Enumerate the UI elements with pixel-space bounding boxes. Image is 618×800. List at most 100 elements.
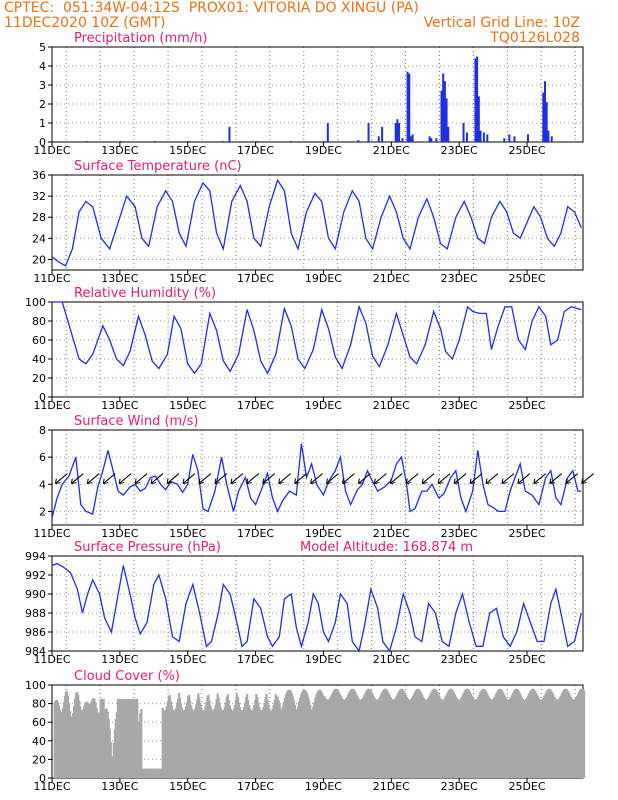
wind-arrowhead bbox=[182, 478, 189, 485]
x-tick-label: 21DEC bbox=[373, 780, 410, 793]
y-tick-label: 0 bbox=[39, 772, 46, 785]
y-tick-label: 100 bbox=[25, 296, 46, 309]
x-tick-label: 17DEC bbox=[237, 653, 274, 666]
cloud-bar bbox=[140, 708, 143, 778]
x-tick-label: 13DEC bbox=[101, 399, 138, 412]
series-line bbox=[51, 562, 582, 653]
y-tick-label: 36 bbox=[32, 169, 46, 182]
precip-bar bbox=[465, 132, 468, 142]
precip-bar bbox=[543, 81, 546, 142]
wind-arrow bbox=[198, 473, 212, 484]
wind-arrowhead bbox=[102, 478, 109, 485]
wind-arrow bbox=[246, 473, 260, 484]
wind-arrow bbox=[533, 473, 547, 484]
x-tick-label: 13DEC bbox=[101, 780, 138, 793]
y-tick-label: 1 bbox=[39, 117, 46, 130]
x-tick-label: 13DEC bbox=[101, 653, 138, 666]
panel-2: Relative Humidity (%) 0 20 40 60 80 100 11DEC 13… bbox=[25, 286, 584, 412]
precip-bar bbox=[462, 123, 465, 142]
y-tick-label: 4 bbox=[39, 60, 46, 73]
x-tick-label: 23DEC bbox=[441, 780, 478, 793]
x-tick-label: 19DEC bbox=[305, 653, 342, 666]
wind-arrow bbox=[230, 473, 244, 484]
precip-bar bbox=[119, 141, 122, 142]
header-model-id: TQ0126L028 bbox=[490, 30, 580, 46]
x-tick-label: 21DEC bbox=[373, 144, 410, 157]
y-tick-label: 20 bbox=[32, 372, 46, 385]
x-tick-label: 19DEC bbox=[305, 144, 342, 157]
y-tick-label: 6 bbox=[39, 451, 46, 464]
y-tick-label: 986 bbox=[25, 626, 46, 639]
wind-arrowhead bbox=[357, 478, 364, 485]
y-tick-label: 4 bbox=[39, 478, 46, 491]
wind-arrow bbox=[166, 473, 180, 484]
wind-arrow bbox=[102, 473, 116, 484]
precip-bar bbox=[445, 98, 448, 142]
precip-bar bbox=[396, 119, 399, 142]
x-tick-label: 25DEC bbox=[508, 780, 545, 793]
precip-bar bbox=[547, 130, 550, 142]
precip-bar bbox=[357, 140, 360, 142]
wind-arrow bbox=[549, 473, 563, 484]
panel-annotation: Model Altitude: 168.874 m bbox=[300, 540, 473, 555]
x-tick-label: 19DEC bbox=[305, 780, 342, 793]
x-tick-label: 11DEC bbox=[33, 399, 70, 412]
cloud-bar bbox=[583, 690, 586, 778]
wind-arrowhead bbox=[230, 478, 236, 485]
x-tick-label: 15DEC bbox=[169, 653, 206, 666]
x-tick-label: 23DEC bbox=[441, 144, 478, 157]
precip-bar bbox=[486, 134, 489, 142]
wind-arrowhead bbox=[453, 478, 460, 485]
wind-arrow bbox=[421, 473, 435, 484]
x-tick-label: 23DEC bbox=[441, 272, 478, 285]
wind-arrowhead bbox=[278, 478, 284, 485]
wind-arrowhead bbox=[517, 478, 523, 485]
precip-bar bbox=[435, 138, 438, 142]
precip-bar bbox=[443, 81, 446, 142]
precip-bar bbox=[398, 123, 401, 142]
x-tick-label: 23DEC bbox=[441, 399, 478, 412]
wind-arrowhead bbox=[246, 478, 252, 485]
panel-frame bbox=[51, 555, 584, 652]
series-line bbox=[51, 178, 582, 267]
wind-arrowhead bbox=[166, 478, 173, 485]
precip-bar bbox=[545, 102, 548, 142]
precip-bar bbox=[153, 141, 156, 142]
wind-arrow bbox=[118, 473, 132, 484]
precip-bar bbox=[394, 123, 397, 142]
wind-arrowhead bbox=[501, 478, 508, 485]
wind-arrow bbox=[437, 473, 451, 484]
precip-bar bbox=[228, 126, 231, 142]
y-tick-label: 0 bbox=[39, 391, 46, 404]
y-tick-label: 0 bbox=[39, 136, 46, 149]
x-tick-label: 11DEC bbox=[33, 272, 70, 285]
panel-frame bbox=[51, 301, 584, 398]
x-tick-label: 15DEC bbox=[169, 399, 206, 412]
precip-bar bbox=[255, 141, 258, 142]
y-tick-label: 28 bbox=[32, 211, 46, 224]
wind-arrow bbox=[581, 473, 594, 484]
precip-bar bbox=[474, 58, 477, 142]
panel-frame bbox=[51, 46, 584, 143]
panel-title: Surface Temperature (nC) bbox=[74, 159, 242, 174]
precip-bar bbox=[477, 96, 480, 142]
wind-arrow bbox=[278, 473, 291, 484]
y-tick-label: 984 bbox=[25, 645, 46, 658]
y-tick-label: 5 bbox=[39, 41, 46, 54]
panel-title: Relative Humidity (%) bbox=[74, 286, 216, 301]
wind-arrowhead bbox=[549, 478, 555, 485]
wind-arrowhead bbox=[118, 478, 125, 485]
x-tick-label: 19DEC bbox=[305, 399, 342, 412]
y-tick-label: 32 bbox=[32, 190, 46, 203]
precip-bar bbox=[326, 123, 329, 142]
wind-arrow bbox=[374, 473, 387, 484]
series-line bbox=[52, 301, 582, 375]
wind-arrow bbox=[262, 473, 276, 484]
wind-arrowhead bbox=[150, 478, 157, 485]
wind-arrowhead bbox=[262, 478, 268, 485]
wind-arrowhead bbox=[86, 478, 93, 485]
x-tick-label: 17DEC bbox=[237, 527, 274, 540]
x-tick-label: 25DEC bbox=[508, 272, 545, 285]
precip-bar bbox=[323, 141, 326, 142]
precip-bar bbox=[85, 141, 88, 142]
